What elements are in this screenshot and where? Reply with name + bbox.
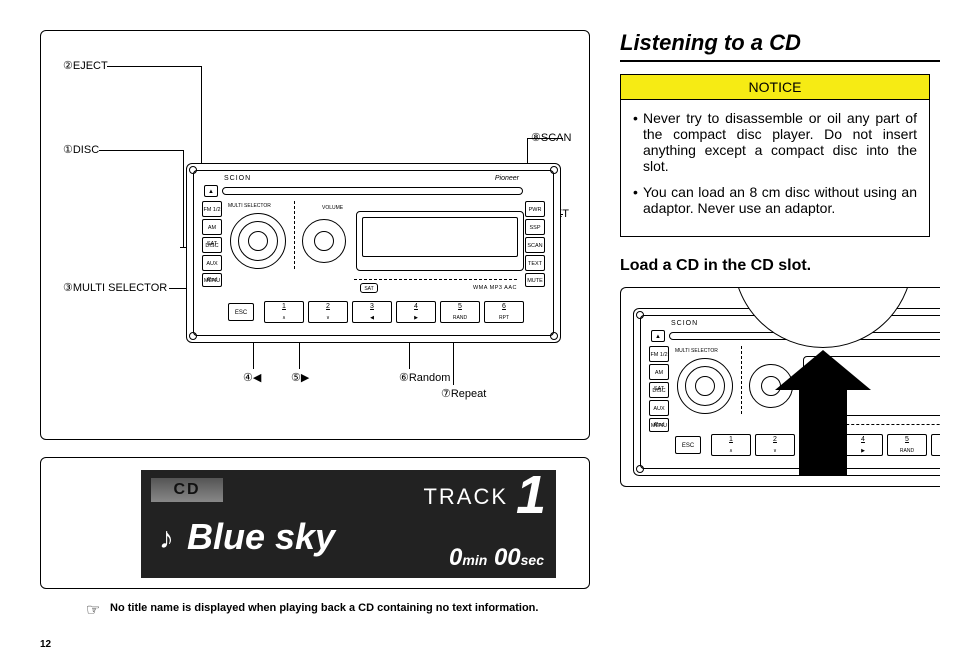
preset-2-button: 2∨ [755,434,795,456]
preset-2-button: 2∨ [308,301,348,323]
multi-selector-knob-center [695,376,715,396]
brand-left: SCION [224,175,251,182]
music-note-icon: ♪ [159,522,174,556]
preset-5-button: 5RAND [440,301,480,323]
multi-selector-label: MULTI SELECTOR [228,203,271,209]
am-sat-button: AM SAT [202,219,222,235]
scan-button: SCAN [525,237,545,253]
page-number: 12 [40,639,51,650]
insert-arrow-icon [799,386,847,476]
time-sec-unit: sec [521,552,544,568]
notice-item: You can load an 8 cm disc without using … [633,184,917,216]
codec-label: WMA MP3 AAC [473,285,517,291]
disc-button: DISC [649,382,669,398]
radio-faceplate: SCION Pioneer ▲ FM 1/2 AM SAT DISC AUX i… [193,170,554,336]
preset-3-button: 3◀ [352,301,392,323]
manual-page: ②EJECT ①DISC ③MULTI SELECTOR ④◀ ⑤▶ ⑥Rand… [0,0,954,672]
panel-divider [741,346,742,414]
lcd-screen [362,217,518,257]
preset-1-button: 1∧ [264,301,304,323]
callout-next: ⑤▶ [291,371,309,384]
footnote-text: No title name is displayed when playing … [110,602,538,614]
pwr-button: PWR [525,201,545,217]
fm-button: FM 1/2 [202,201,222,217]
notice-body: Never try to disassemble or oil any part… [621,100,929,236]
callout-disc: ①DISC [63,143,99,156]
track-title: Blue sky [187,516,335,558]
cd-display-screen: CD TRACK 1 ♪ Blue sky 0min 00sec [141,470,556,578]
lead-disc-h [99,150,184,151]
radio-unit: SCION Pioneer ▲ FM 1/2 AM SAT DISC AUX i… [186,163,561,343]
right-button-stack: PWR SSP SCAN TEXT MUTE [525,201,545,289]
preset-6-button: 6RPT [931,434,940,456]
multi-selector-label: MULTI SELECTOR [675,348,718,354]
cd-display-diagram: CD TRACK 1 ♪ Blue sky 0min 00sec [40,457,590,589]
right-column: Listening to a CD NOTICE Never try to di… [620,30,940,487]
text-button: TEXT [525,255,545,271]
notice-item: Never try to disassemble or oil any part… [633,110,917,174]
fm-button: FM 1/2 [649,346,669,362]
elapsed-time: 0min 00sec [449,544,544,572]
preset-6-button: 6RPT [484,301,524,323]
time-min-unit: min [462,552,487,568]
volume-knob-center [314,231,334,251]
radio-diagram: ②EJECT ①DISC ③MULTI SELECTOR ④◀ ⑤▶ ⑥Rand… [40,30,590,440]
callout-prev: ④◀ [243,371,261,384]
lead-disc-v [183,150,184,248]
menu-button: MENU [202,273,222,287]
track-number: 1 [516,464,546,526]
menu-button: MENU [649,418,669,432]
esc-button: ESC [675,436,701,454]
footnote: ☞ No title name is displayed when playin… [110,602,570,614]
step-heading: Load a CD in the CD slot. [620,257,940,275]
panel-divider-h [354,279,517,280]
lead-8-h [527,138,563,139]
load-cd-diagram: SCION ▲ FM 1/2 AM SAT DISC AUX iPod MENU… [620,287,940,487]
left-button-stack: FM 1/2 AM SAT DISC AUX iPod MENU [649,346,669,434]
preset-4-button: 4▶ [843,434,883,456]
time-min: 0 [449,544,462,571]
section-title: Listening to a CD [620,30,940,62]
callout-multi-selector: ③MULTI SELECTOR [63,281,167,294]
panel-divider [294,201,295,269]
notice-heading: NOTICE [621,75,929,100]
preset-4-button: 4▶ [396,301,436,323]
sat-badge: SAT [360,283,378,293]
cd-slot [222,187,523,195]
brand-left: SCION [671,320,698,327]
cd-indicator-icon: CD [151,478,223,502]
brand-right: Pioneer [495,175,519,182]
esc-button: ESC [228,303,254,321]
aux-button: AUX iPod [649,400,669,416]
disc-button: DISC [202,237,222,253]
multi-selector-knob-center [248,231,268,251]
hand-icon: ☞ [86,600,100,620]
aux-button: AUX iPod [202,255,222,271]
time-sec: 00 [494,544,521,571]
left-column: ②EJECT ①DISC ③MULTI SELECTOR ④◀ ⑤▶ ⑥Rand… [40,30,590,589]
callout-repeat: ⑦Repeat [441,387,486,400]
volume-label: VOLUME [322,205,343,211]
callout-random: ⑥Random [399,371,450,384]
am-sat-button: AM SAT [649,364,669,380]
eject-button: ▲ [204,185,218,197]
lead-eject-h [107,66,202,67]
ssp-button: SSP [525,219,545,235]
preset-1-button: 1∧ [711,434,751,456]
eject-button: ▲ [651,330,665,342]
preset-5-button: 5RAND [887,434,927,456]
callout-eject: ②EJECT [63,59,108,72]
preset-row: 1∧ 2∨ 3◀ 4▶ 5RAND 6RPT [264,301,524,323]
left-button-stack: FM 1/2 AM SAT DISC AUX iPod MENU [202,201,222,289]
mute-button: MUTE [525,273,545,287]
notice-box: NOTICE Never try to disassemble or oil a… [620,74,930,237]
track-label: TRACK [423,484,508,510]
